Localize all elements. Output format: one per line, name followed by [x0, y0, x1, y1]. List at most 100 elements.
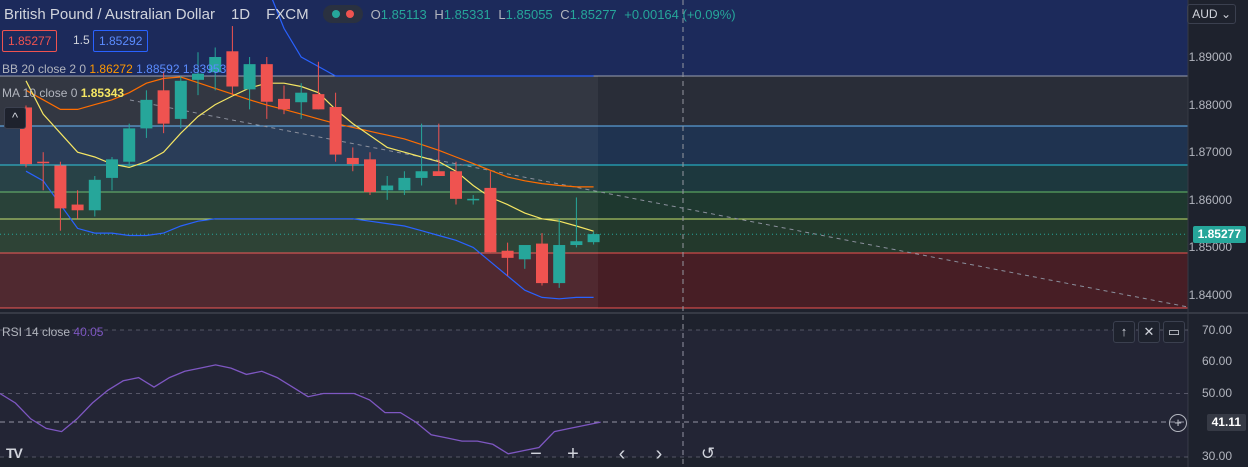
rsi-band-fill: [0, 330, 1188, 457]
candle-body: [450, 171, 462, 199]
candle-body: [106, 159, 118, 178]
change-value: +0.00164 (+0.09%): [624, 6, 736, 22]
ma-line: [25, 80, 594, 232]
bb-basis-value: 1.86272: [89, 62, 133, 76]
bb-upper-value: 1.88592: [136, 62, 180, 76]
bb-legend[interactable]: BB 20 close 2 0 1.86272 1.88592 1.83953: [2, 62, 226, 76]
close-value: 1.85277: [569, 6, 617, 22]
candle-body: [37, 161, 50, 164]
scroll-right-button[interactable]: ›: [655, 443, 663, 465]
candle-body: [587, 234, 600, 243]
candle-body: [140, 99, 153, 129]
price-tick: 1.87000: [1188, 145, 1232, 159]
ma-label: MA 10 close 0: [2, 86, 78, 100]
candle-body: [398, 177, 411, 191]
close-pane-button[interactable]: ✕: [1138, 321, 1160, 343]
candle-body: [501, 250, 514, 258]
current-price-badge: 1.85277: [1192, 226, 1246, 243]
move-pane-up-button[interactable]: ↑: [1113, 321, 1135, 343]
price-tick: 1.86000: [1188, 193, 1232, 207]
ohlc-values: O1.85113 H1.85331 L1.85055 C1.85277 +0.0…: [371, 7, 740, 22]
collapse-legend-button[interactable]: ^: [4, 107, 26, 129]
rsi-tick: 50.00: [1201, 386, 1232, 400]
candle-body: [243, 64, 256, 90]
candle-body: [346, 157, 359, 165]
close-label: C: [560, 6, 570, 22]
price-tick: 1.89000: [1188, 50, 1232, 64]
bb-lower-value: 1.83953: [182, 62, 227, 76]
symbol-name[interactable]: British Pound / Australian Dollar: [4, 5, 215, 23]
spread-value: 1.5: [73, 33, 90, 47]
rsi-legend[interactable]: RSI 14 close 40.05: [2, 325, 103, 339]
candle-body: [260, 64, 273, 102]
candle-body: [484, 187, 497, 253]
candle-body: [123, 128, 136, 162]
rsi-label: RSI 14 close: [2, 325, 71, 339]
candle-body: [467, 198, 480, 201]
open-value: 1.85113: [380, 6, 427, 22]
rsi-tick: 30.00: [1201, 449, 1232, 463]
exchange-label: FXCM: [266, 5, 309, 23]
candle-body: [364, 159, 376, 193]
currency-label: AUD: [1192, 7, 1218, 21]
zone-band: [0, 126, 1188, 165]
candle-body: [88, 179, 101, 211]
candle-body: [518, 245, 531, 260]
sell-button[interactable]: 1.85277: [2, 30, 58, 52]
candle-body: [553, 245, 566, 284]
reset-chart-button[interactable]: ↺: [700, 444, 716, 463]
ma-value: 1.85343: [80, 86, 125, 100]
bb-label: BB 20 close 2 0: [2, 62, 87, 76]
zone-band-bottom: [0, 253, 1188, 308]
trend-line: [129, 99, 1189, 308]
zoom-out-button[interactable]: −: [530, 443, 542, 465]
interval-label[interactable]: 1D: [230, 5, 251, 23]
rsi-tick: 70.00: [1201, 323, 1232, 337]
tradingview-logo[interactable]: TV: [6, 445, 23, 461]
status-dot-icon: [331, 10, 340, 18]
high-value: 1.85331: [443, 6, 491, 22]
zone-band: [0, 165, 1188, 192]
buy-button[interactable]: 1.85292: [93, 30, 149, 52]
candle-body: [71, 204, 84, 211]
zone-band: [0, 192, 1188, 219]
candle-body: [381, 185, 394, 191]
rsi-value: 40.05: [73, 325, 104, 339]
candle-body: [295, 92, 308, 103]
maximize-pane-button[interactable]: ▭: [1163, 321, 1185, 343]
candle-body: [570, 241, 583, 246]
price-tick: 1.84000: [1188, 288, 1232, 302]
rsi-pane-bg: [0, 316, 1188, 467]
open-label: O: [370, 6, 381, 22]
low-label: L: [498, 6, 506, 22]
bb-lower-line: [25, 170, 594, 300]
bb-upper-line: [271, 0, 594, 77]
ma-legend[interactable]: MA 10 close 0 1.85343: [2, 86, 124, 100]
symbol-header: British Pound / Australian Dollar 1D FXC…: [0, 0, 740, 28]
market-status-dots[interactable]: [322, 5, 363, 23]
candle-body: [329, 106, 342, 155]
zoom-in-button[interactable]: +: [567, 443, 579, 465]
candle-body: [536, 243, 548, 284]
price-tick: 1.88000: [1188, 98, 1232, 112]
add-plus-icon[interactable]: +: [1169, 414, 1187, 432]
currency-selector[interactable]: AUD ⌄: [1187, 4, 1236, 24]
candle-body: [209, 57, 222, 73]
candle-body: [432, 171, 445, 176]
candle-body: [278, 98, 290, 110]
candle-body: [54, 165, 67, 209]
scroll-left-button[interactable]: ‹: [618, 443, 626, 465]
price-tick: 1.85000: [1188, 240, 1232, 254]
bb-basis-line: [25, 76, 594, 188]
status-dot-icon: [345, 10, 354, 18]
rsi-crosshair-badge: 41.11: [1206, 414, 1246, 431]
low-value: 1.85055: [505, 6, 553, 22]
rsi-tick: 60.00: [1201, 354, 1232, 368]
candle-body: [415, 171, 428, 178]
rsi-line: [0, 364, 601, 455]
high-label: H: [434, 6, 444, 22]
candle-body: [192, 73, 204, 80]
candle-body: [157, 90, 170, 124]
